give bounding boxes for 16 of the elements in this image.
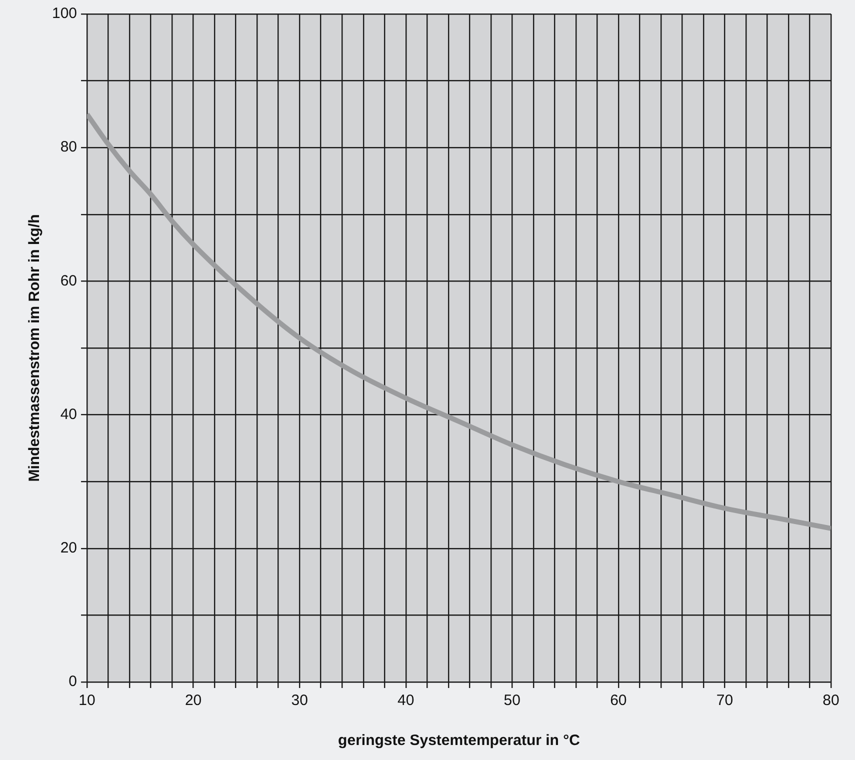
y-tick-label: 80 bbox=[60, 138, 78, 156]
y-tick-label: 0 bbox=[68, 673, 78, 690]
y-axis-title: Mindestmassenstrom im Rohr in kg/h bbox=[26, 214, 44, 482]
y-tick-label: 20 bbox=[60, 540, 78, 557]
y-tick-label: 40 bbox=[60, 406, 78, 423]
y-tick-label: 60 bbox=[60, 272, 78, 290]
x-tick-label: 30 bbox=[291, 692, 308, 710]
x-tick-label: 60 bbox=[610, 692, 627, 710]
x-tick-label: 20 bbox=[184, 692, 202, 710]
x-tick-label: 70 bbox=[716, 692, 734, 710]
x-tick-label: 10 bbox=[78, 692, 96, 710]
x-axis-title: geringste Systemtemperatur in °C bbox=[338, 732, 580, 750]
x-tick-label: 40 bbox=[398, 692, 414, 710]
y-tick-label: 100 bbox=[52, 5, 78, 22]
x-tick-label: 50 bbox=[504, 692, 520, 710]
x-tick-label: 80 bbox=[822, 692, 840, 710]
